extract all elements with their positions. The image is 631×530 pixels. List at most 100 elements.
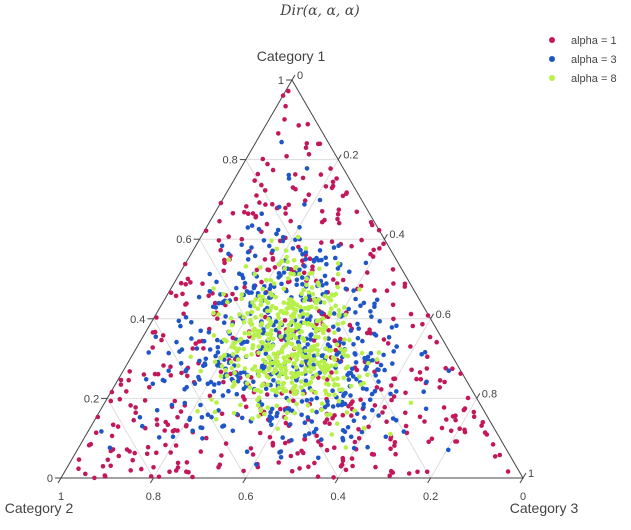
data-point [317,370,323,376]
data-point [305,121,311,127]
data-point [308,369,313,375]
data-point [153,334,159,340]
data-point [319,240,324,245]
data-point [324,447,330,453]
gridline-category-3 [430,398,478,479]
data-point [245,211,251,216]
data-point [228,359,234,365]
data-point [283,205,288,211]
data-point [257,328,263,334]
data-point [167,469,172,475]
data-point [290,312,296,317]
data-point [348,434,354,440]
data-point [189,336,194,341]
data-point [293,391,299,397]
data-point [255,397,260,403]
data-point [224,373,230,379]
data-point [235,379,241,384]
data-point [284,306,290,312]
data-point [273,354,279,360]
data-point [408,344,413,349]
data-point [350,463,355,469]
data-point [394,344,400,349]
data-point [441,405,447,410]
data-point [262,411,267,417]
data-point [294,357,300,362]
data-point [335,376,340,381]
data-point [190,474,195,480]
data-point [183,315,189,320]
data-point [266,322,272,327]
data-point [317,197,323,203]
data-point [141,372,147,377]
data-point [349,456,355,461]
data-point [283,359,289,365]
data-point [269,422,274,428]
data-point [281,300,287,306]
legend-item-alpha-1[interactable]: alpha = 1 [549,35,617,47]
data-point [327,344,333,350]
data-point [347,337,352,343]
data-point [168,373,174,378]
data-point [269,328,274,333]
data-point [353,296,358,302]
tick-label-category-2: 0.6 [238,491,253,503]
data-point [369,451,375,457]
data-point [312,460,317,466]
legend-item-alpha-8[interactable]: alpha = 8 [549,73,617,85]
data-point [278,406,283,412]
data-point [270,443,276,448]
data-point [374,297,380,303]
data-point [373,464,378,470]
data-point [321,322,326,328]
data-point [219,411,225,417]
data-point [190,428,195,434]
data-point [291,271,296,277]
data-point [321,359,327,365]
data-point [288,218,294,224]
data-point [281,371,287,377]
data-point [211,389,217,394]
data-point [126,377,131,383]
data-point [259,211,265,216]
data-point [316,297,322,302]
data-point [218,373,224,379]
data-point [275,410,280,416]
data-point [250,345,255,351]
data-point [309,345,314,350]
data-point [274,246,280,252]
data-point [130,457,135,463]
legend[interactable]: alpha = 1 alpha = 3 alpha = 8 [549,35,617,85]
data-point [263,343,269,349]
data-point [238,370,243,376]
data-point [391,281,396,286]
data-point [256,226,262,232]
data-point [283,211,288,216]
data-point [320,316,326,321]
data-point [321,375,326,381]
data-point [297,271,302,277]
data-point [304,282,309,288]
data-point [355,321,360,327]
data-point [380,410,385,415]
data-point [276,385,282,391]
data-point [250,211,256,216]
data-point [234,349,240,354]
data-point [223,441,229,446]
data-point [250,300,255,305]
data-point [307,352,312,358]
data-point [187,417,192,423]
data-point [359,237,364,243]
data-point [257,334,262,340]
data-point [294,302,300,308]
data-point [253,297,258,302]
data-point [76,457,82,462]
legend-item-alpha-3[interactable]: alpha = 3 [549,54,617,66]
data-point [266,337,271,342]
data-point [317,266,322,272]
data-point [289,469,295,474]
data-point [220,424,225,429]
data-point [335,266,341,271]
data-point [102,474,108,479]
